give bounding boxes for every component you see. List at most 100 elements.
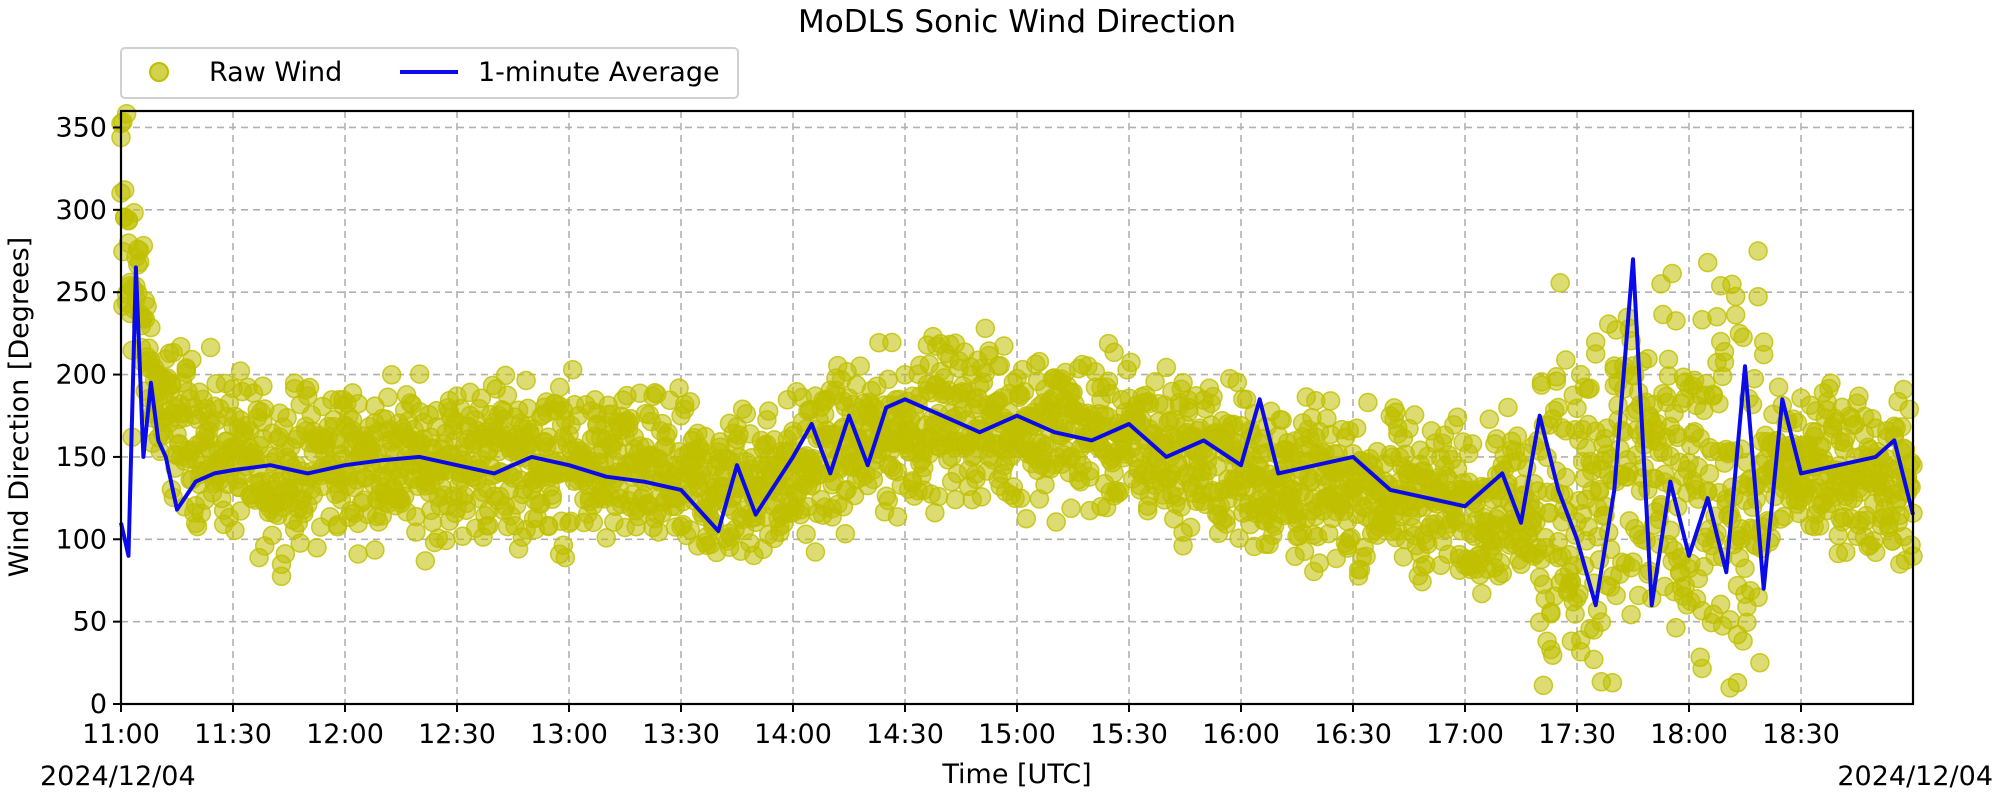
raw-wind-point <box>1061 498 1081 519</box>
raw-wind-point <box>1725 305 1746 325</box>
raw-wind-point <box>1602 673 1623 693</box>
raw-wind-point <box>1029 351 1050 372</box>
raw-wind-point <box>1309 553 1330 573</box>
raw-wind-point <box>887 507 908 527</box>
raw-wind-point <box>1216 508 1236 528</box>
raw-wind-point <box>1768 377 1789 397</box>
raw-wind-point <box>497 385 518 406</box>
raw-wind-point <box>133 235 154 256</box>
raw-wind-point <box>1541 604 1561 624</box>
raw-wind-point <box>1227 372 1248 393</box>
raw-wind-point <box>863 469 884 490</box>
raw-wind-point <box>1748 241 1768 261</box>
date-right-label: 2024/12/04 <box>1837 761 1993 792</box>
raw-wind-point <box>1014 381 1035 402</box>
y-tick-label: 300 <box>55 195 107 226</box>
raw-wind-point <box>1341 528 1361 548</box>
raw-wind-point <box>1145 371 1165 392</box>
x-tick-label: 18:00 <box>1650 719 1728 750</box>
raw-wind-point <box>1836 542 1856 562</box>
x-axis-label: Time [UTC] <box>941 759 1091 790</box>
x-tick-label: 11:30 <box>194 719 272 750</box>
raw-wind-point <box>658 423 678 443</box>
raw-wind-point <box>542 485 562 505</box>
raw-wind-point <box>1109 481 1130 502</box>
raw-wind-point <box>1542 645 1563 665</box>
raw-wind-point <box>975 318 996 339</box>
raw-wind-point <box>230 361 251 381</box>
raw-wind-point <box>253 376 273 396</box>
raw-wind-point <box>170 336 191 357</box>
raw-wind-point <box>271 566 292 587</box>
raw-wind-point <box>1591 612 1612 632</box>
x-tick-label: 12:30 <box>418 719 496 750</box>
raw-wind-point <box>1492 563 1513 584</box>
y-tick-label: 250 <box>55 277 107 308</box>
raw-wind-point <box>1899 399 1920 420</box>
raw-wind-point <box>365 540 385 560</box>
raw-wind-point <box>1748 286 1768 307</box>
raw-wind-point <box>1567 398 1587 419</box>
raw-wind-point <box>1584 649 1604 670</box>
raw-wind-point <box>1358 392 1378 413</box>
raw-wind-point <box>1156 357 1177 378</box>
raw-wind-point <box>275 544 296 564</box>
raw-wind-point <box>1229 528 1249 548</box>
raw-wind-point <box>1707 306 1727 327</box>
y-tick-label: 0 <box>90 689 107 720</box>
raw-wind-point <box>1585 332 1606 352</box>
raw-wind-point <box>1658 349 1679 370</box>
raw-wind-point <box>1849 386 1869 407</box>
raw-wind-point <box>1638 348 1658 369</box>
raw-wind-point <box>805 542 826 562</box>
raw-wind-point <box>596 528 617 548</box>
raw-wind-point <box>562 359 583 380</box>
y-tick-label: 150 <box>55 442 107 473</box>
raw-wind-point <box>835 523 856 544</box>
raw-wind-point <box>436 530 456 551</box>
raw-wind-point <box>342 410 363 430</box>
raw-wind-point <box>1533 675 1554 696</box>
raw-wind-point <box>1692 658 1712 679</box>
x-tick-label: 12:00 <box>306 719 384 750</box>
x-tick-label: 16:00 <box>1202 719 1280 750</box>
raw-wind-point <box>928 486 949 507</box>
raw-wind-point <box>1666 311 1686 331</box>
raw-wind-points <box>111 103 1923 698</box>
raw-wind-point <box>1016 508 1037 529</box>
x-tick-label: 17:00 <box>1426 719 1504 750</box>
raw-wind-point <box>1727 672 1748 693</box>
x-tick-label: 15:30 <box>1090 719 1168 750</box>
raw-wind-point <box>1121 352 1141 373</box>
raw-wind-point <box>262 525 282 546</box>
raw-wind-point <box>1462 434 1483 454</box>
raw-wind-point <box>230 501 251 521</box>
raw-wind-point <box>1317 408 1337 429</box>
raw-wind-point <box>1548 397 1569 418</box>
raw-wind-point <box>1479 409 1500 430</box>
x-tick-label: 18:30 <box>1762 719 1840 750</box>
raw-wind-point <box>555 547 576 568</box>
raw-wind-point <box>141 317 161 338</box>
raw-wind-point <box>348 544 368 564</box>
raw-wind-point <box>1821 373 1841 393</box>
raw-wind-point <box>1750 652 1770 673</box>
y-tick-label: 100 <box>55 524 107 555</box>
legend: Raw Wind 1-minute Average <box>120 47 739 99</box>
raw-wind-point <box>1046 512 1066 532</box>
raw-wind-point <box>495 365 516 386</box>
raw-wind-point <box>225 520 245 541</box>
raw-wind-point <box>290 533 310 553</box>
y-tick-label: 350 <box>55 112 107 143</box>
raw-wind-point <box>182 349 202 370</box>
legend-label-raw-wind: Raw Wind <box>209 57 342 88</box>
legend-label-average: 1-minute Average <box>478 57 720 88</box>
raw-wind-point <box>878 490 898 511</box>
raw-wind-point <box>925 502 945 523</box>
raw-wind-point <box>990 355 1010 376</box>
raw-wind-point <box>549 377 570 398</box>
raw-wind-point <box>994 336 1014 356</box>
raw-wind-point <box>1714 342 1735 362</box>
y-axis-ticks: 0 50 100 150 200 250 300 350 <box>55 112 121 720</box>
raw-wind-point <box>1892 417 1912 437</box>
